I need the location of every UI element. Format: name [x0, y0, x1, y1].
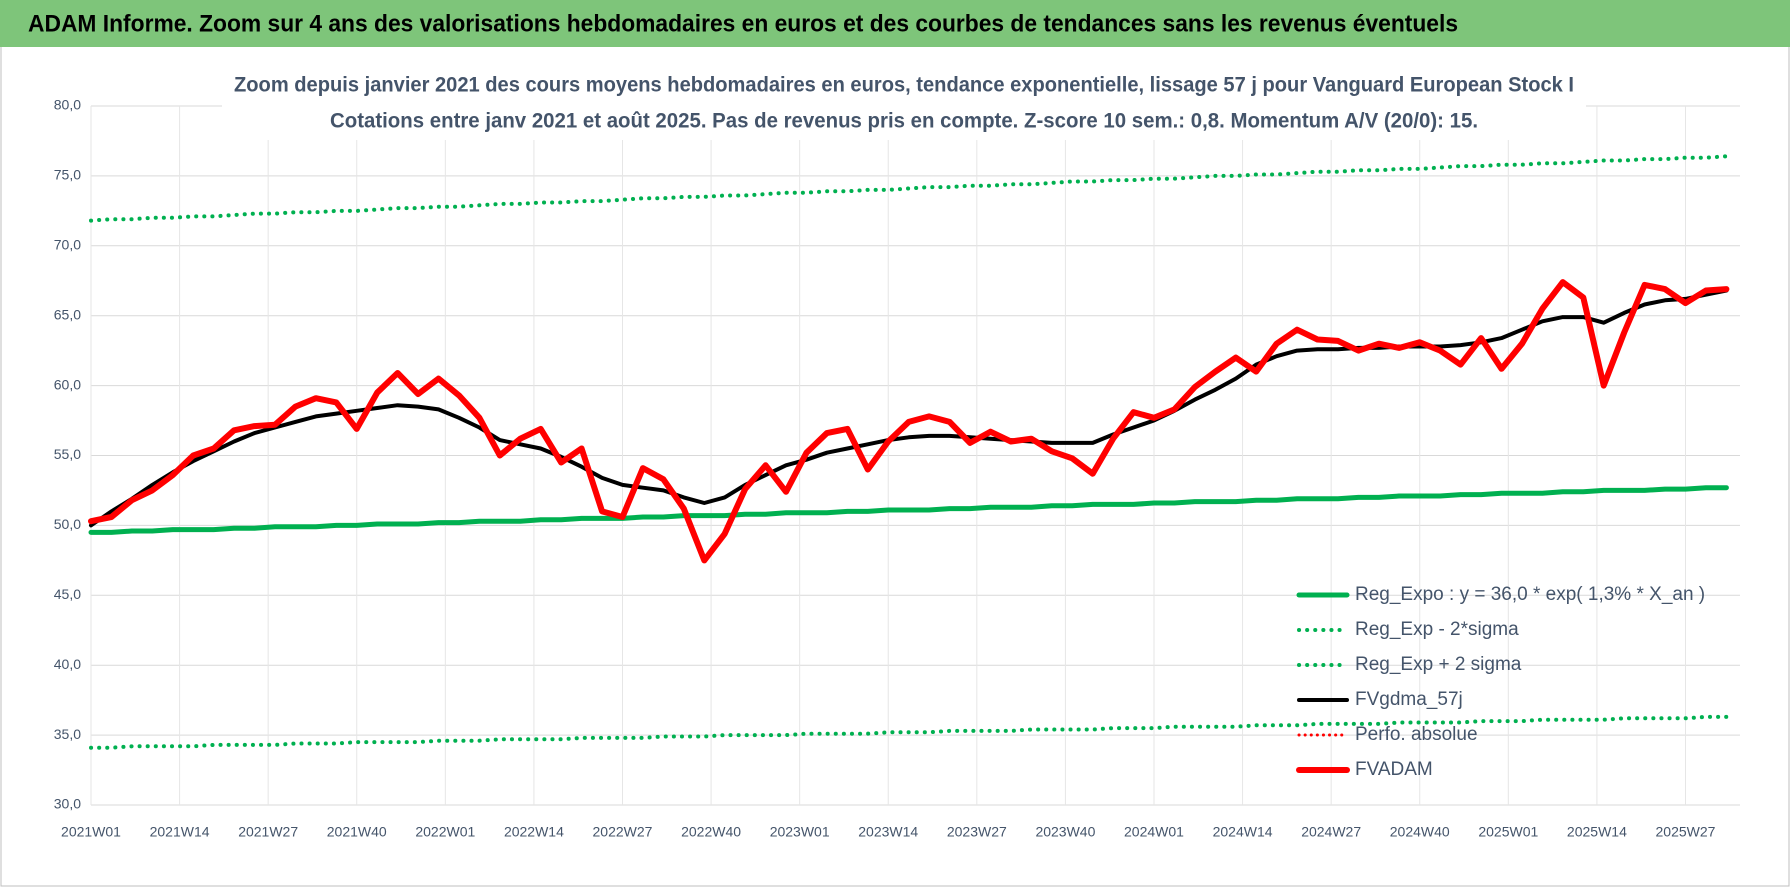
x-tick-label: 2022W01 [415, 824, 475, 840]
series-line [89, 288, 1729, 528]
x-tick-label: 2021W27 [238, 824, 298, 840]
legend-label: Perfo. absolue [1355, 724, 1478, 745]
y-tick-label: 70,0 [54, 237, 81, 253]
x-tick-label: 2024W01 [1124, 824, 1184, 840]
legend-label: Reg_Exp - 2*sigma [1355, 619, 1519, 640]
legend-label: Reg_Expo : y = 36,0 * exp( 1,3% * X_an ) [1355, 584, 1705, 605]
y-tick-label: 75,0 [54, 167, 81, 183]
legend-label: Reg_Exp + 2 sigma [1355, 654, 1522, 675]
y-tick-label: 60,0 [54, 376, 81, 392]
x-tick-label: 2025W14 [1567, 824, 1627, 840]
x-tick-label: 2021W14 [150, 824, 210, 840]
series-line [89, 714, 1729, 750]
x-tick-label: 2023W01 [770, 824, 830, 840]
x-tick-label: 2025W27 [1656, 824, 1716, 840]
y-tick-label: 65,0 [54, 306, 81, 322]
y-tick-label: 55,0 [54, 446, 81, 462]
title-background [222, 70, 1586, 140]
x-tick-label: 2024W27 [1301, 824, 1361, 840]
x-tick-label: 2023W14 [858, 824, 918, 840]
series-line [88, 485, 1729, 535]
y-tick-label: 30,0 [54, 796, 81, 812]
y-tick-label: 35,0 [54, 726, 81, 742]
x-tick-label: 2024W14 [1213, 824, 1273, 840]
x-tick-label: 2021W40 [327, 824, 387, 840]
y-tick-label: 45,0 [54, 586, 81, 602]
chart-title: Zoom depuis janvier 2021 des cours moyen… [234, 74, 1574, 97]
x-tick-label: 2023W27 [947, 824, 1007, 840]
header-title: ADAM Informe. Zoom sur 4 ans des valoris… [28, 10, 1458, 37]
legend-label: FVADAM [1355, 759, 1433, 780]
x-tick-label: 2025W01 [1478, 824, 1538, 840]
x-tick-label: 2022W27 [593, 824, 653, 840]
series-line [88, 279, 1730, 564]
series-line [89, 154, 1729, 223]
legend: Reg_Expo : y = 36,0 * exp( 1,3% * X_an )… [1296, 584, 1705, 780]
x-tick-label: 2022W14 [504, 824, 564, 840]
header-bar [0, 0, 1790, 47]
x-tick-label: 2022W40 [681, 824, 741, 840]
x-tick-label: 2021W01 [61, 824, 121, 840]
plot-area: 30,0 35,0 40,0 45,0 50,0 55,0 60,0 65,0 70,0 75,0… [54, 97, 1740, 840]
x-tick-label: 2024W40 [1390, 824, 1450, 840]
y-tick-label: 40,0 [54, 656, 81, 672]
x-tick-label: 2023W40 [1035, 824, 1095, 840]
y-tick-label: 80,0 [54, 97, 81, 113]
legend-label: FVgdma_57j [1355, 689, 1463, 710]
y-tick-label: 50,0 [54, 516, 81, 532]
chart-subtitle: Cotations entre janv 2021 et août 2025. … [330, 110, 1478, 133]
